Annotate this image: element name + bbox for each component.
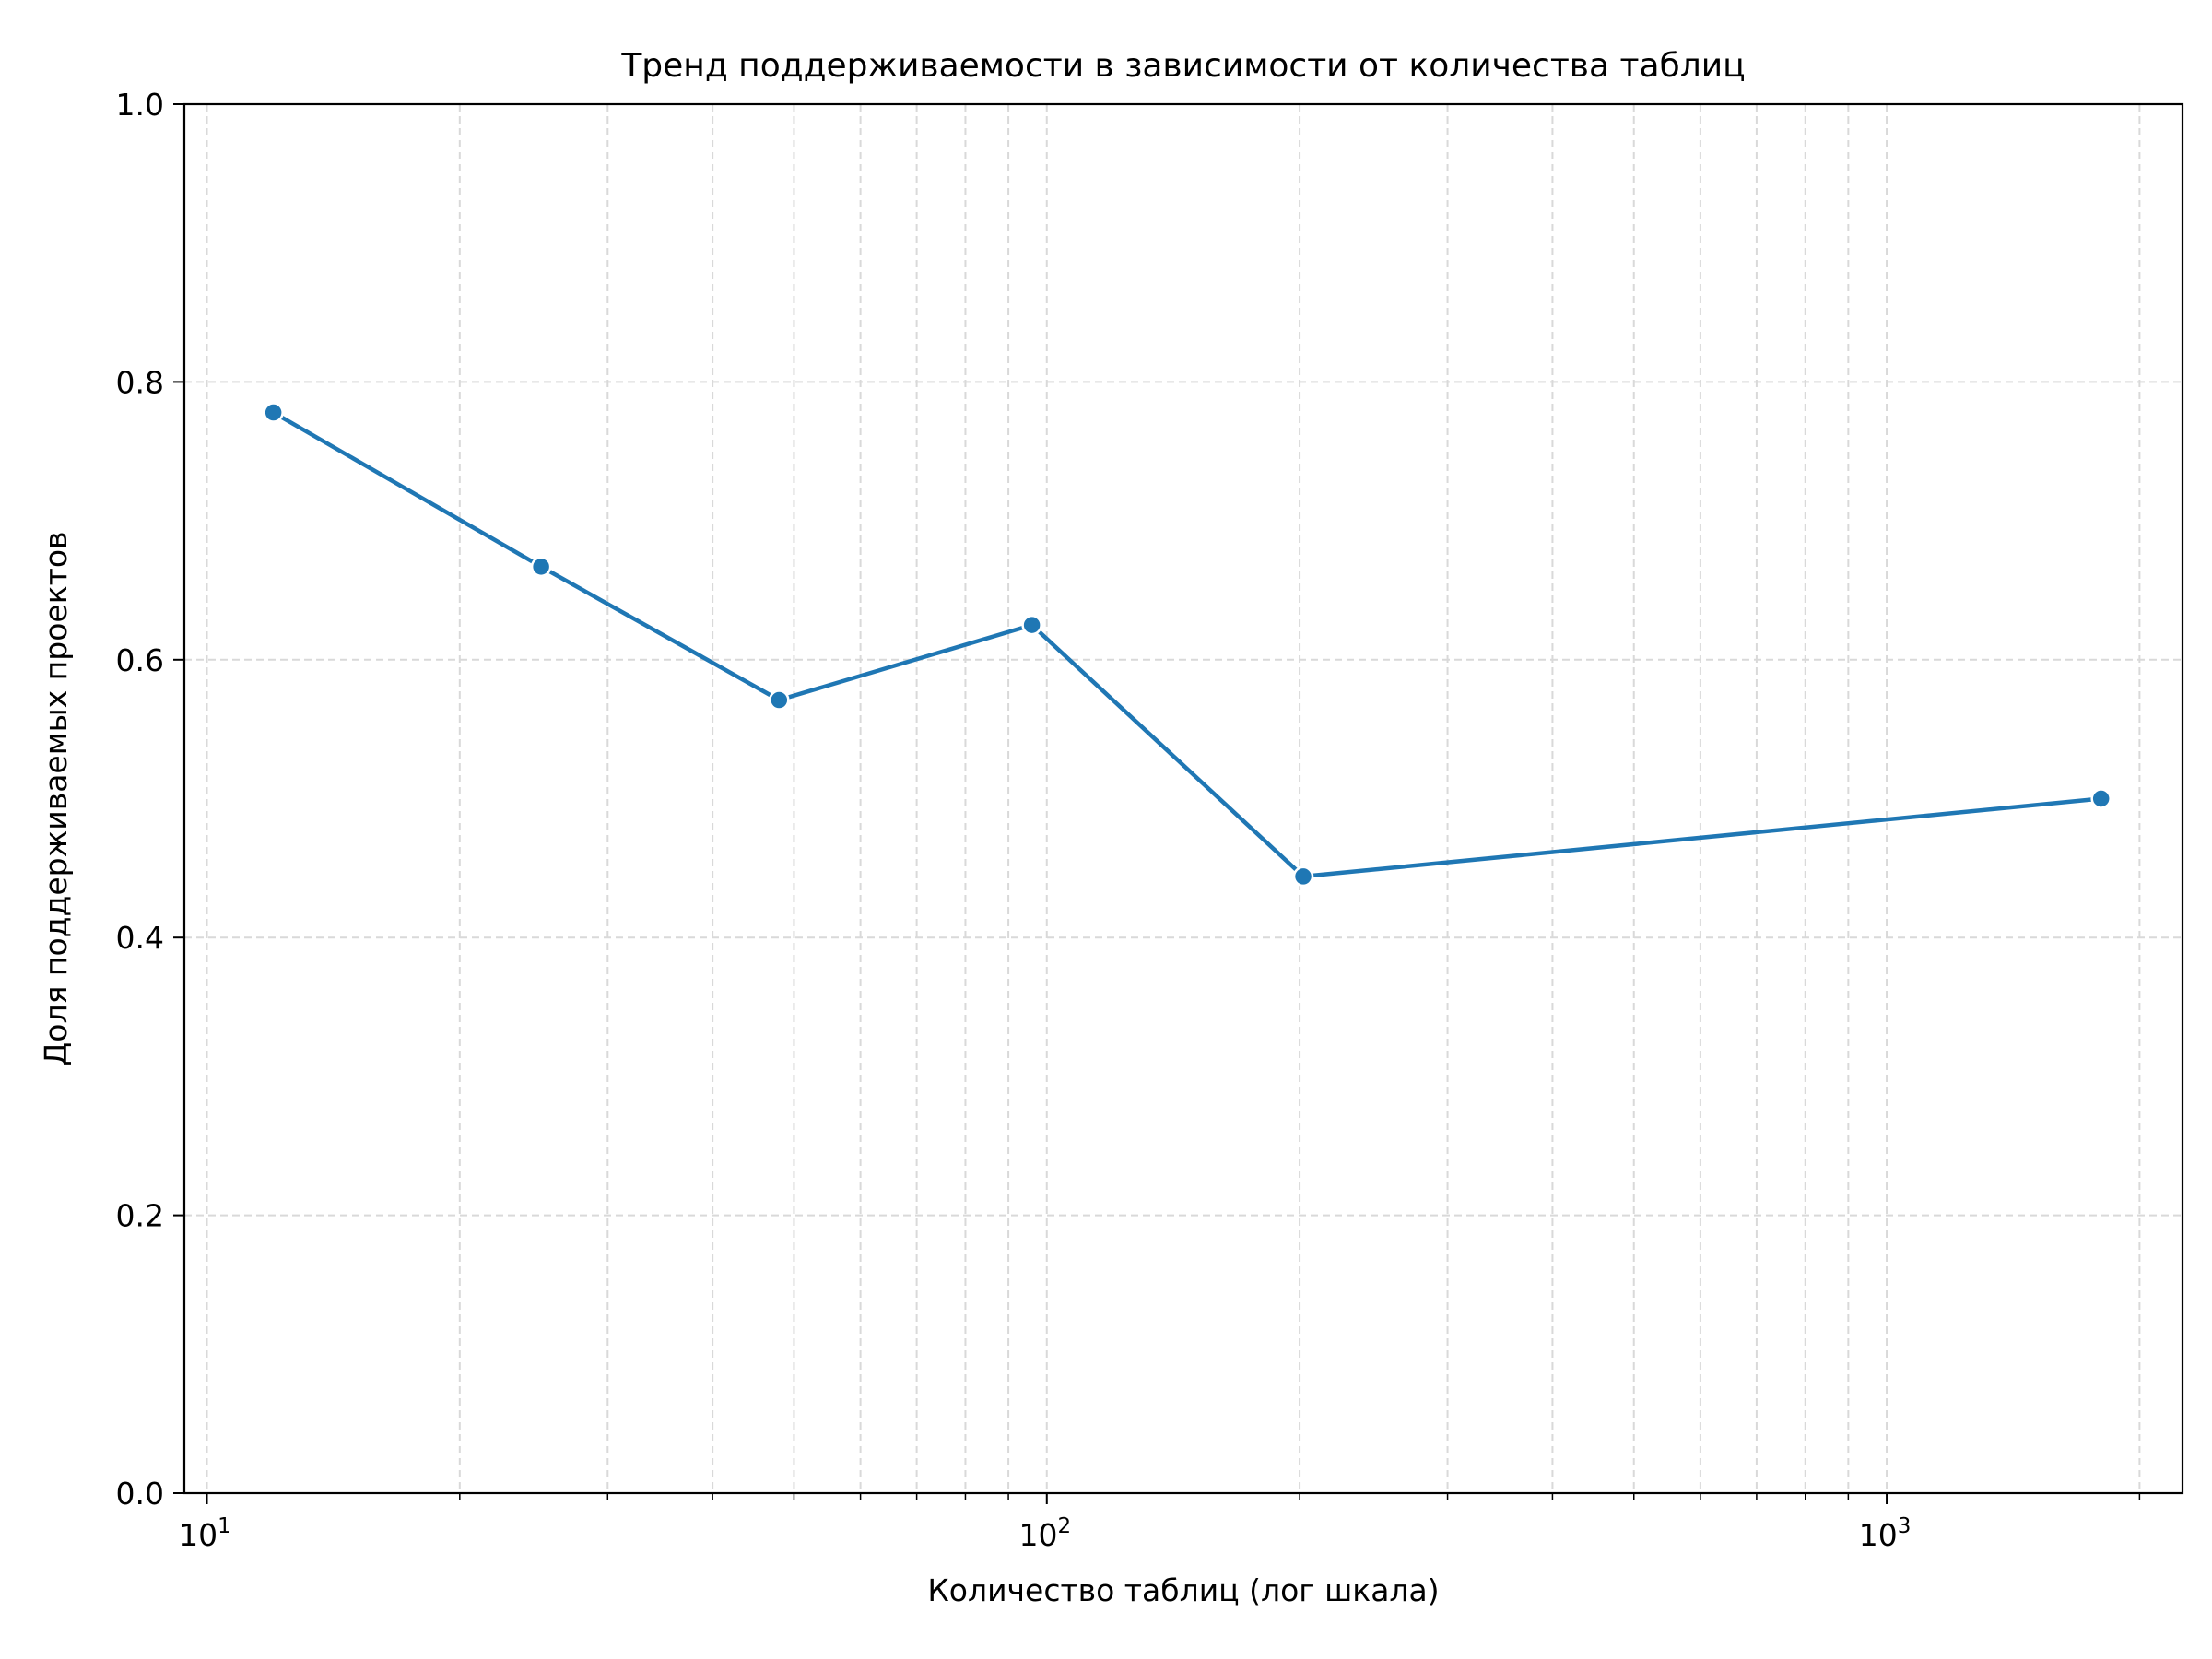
data-point [530, 556, 552, 578]
data-point [2090, 788, 2112, 809]
y-tick-label: 0.8 [116, 364, 164, 400]
y-tick-label: 0.0 [116, 1476, 164, 1512]
series-line [272, 410, 2101, 879]
y-tick-label: 0.6 [116, 642, 164, 678]
y-tick-label: 0.4 [116, 920, 164, 956]
x-tick-label: 102 [1018, 1514, 1071, 1553]
y-tick-label: 1.0 [116, 87, 164, 123]
plot-frame [182, 102, 2184, 1495]
data-point [1021, 614, 1042, 636]
data-point [1292, 865, 1314, 888]
data-point [769, 689, 790, 711]
grid-layer [184, 104, 2183, 1493]
x-axis-label: Количество таблиц (лог шкала) [927, 1572, 1439, 1608]
y-axis-label: Доля поддерживаемых проектов [38, 532, 74, 1066]
x-tick-label-exponent: 1 [218, 1514, 231, 1538]
x-tick-label: 101 [179, 1514, 231, 1553]
x-tick-label-base: 10 [1018, 1517, 1057, 1553]
data-point [263, 402, 284, 423]
x-tick-label: 103 [1859, 1514, 1912, 1553]
y-tick-label: 0.2 [116, 1198, 164, 1234]
chart-title: Тренд поддерживаемости в зависимости от … [620, 47, 1745, 85]
x-tick-label-exponent: 3 [1898, 1514, 1912, 1538]
x-tick-label-base: 10 [1859, 1517, 1898, 1553]
series-layer [263, 402, 2112, 888]
x-tick-label-base: 10 [179, 1517, 218, 1553]
x-tick-label-exponent: 2 [1057, 1514, 1071, 1538]
